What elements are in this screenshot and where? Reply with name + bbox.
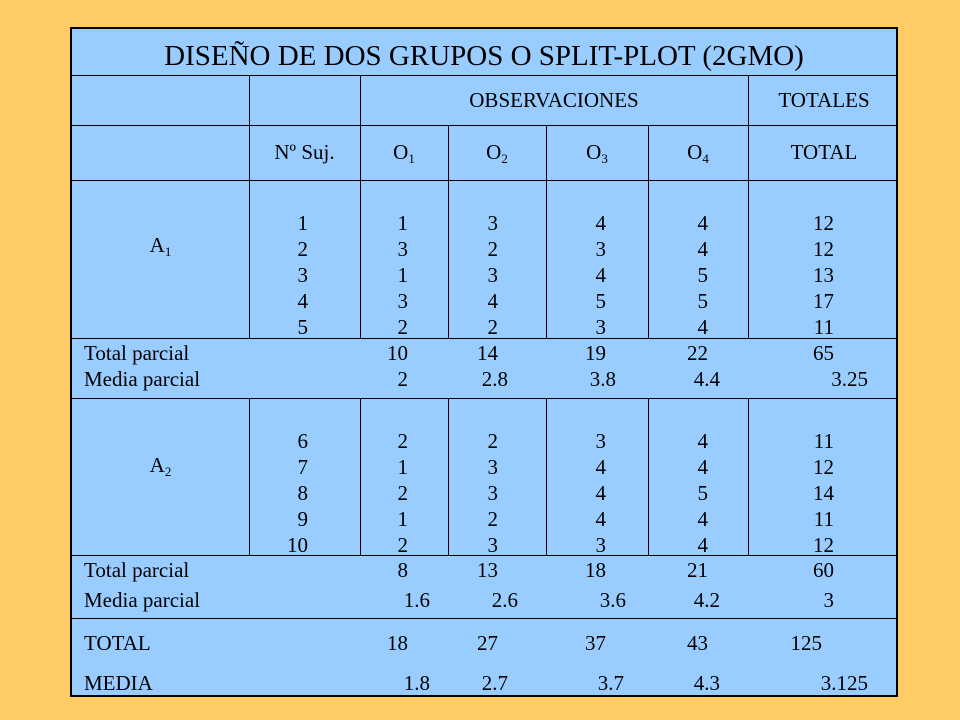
observaciones-header: OBSERVACIONES xyxy=(469,88,639,112)
group-a2-total: 11 12 14 11 12 xyxy=(813,429,834,557)
row-divider xyxy=(72,618,896,619)
row-divider xyxy=(72,180,896,181)
total-parcial-label-a2: Total parcial xyxy=(84,558,190,582)
media-parcial-o4-a2: 4.2 xyxy=(693,588,720,612)
col-divider xyxy=(546,398,547,555)
total-parcial-o2-a2: 13 xyxy=(477,558,498,582)
n-suj-header: Nº Suj. xyxy=(274,140,335,164)
media-parcial-o1-a1: 2 xyxy=(397,367,409,391)
row-divider xyxy=(72,555,896,556)
total-parcial-o4-a2: 21 xyxy=(687,558,708,582)
media-parcial-o3-a1: 3.8 xyxy=(589,367,616,391)
o1-header: O1 xyxy=(393,140,415,166)
col-divider xyxy=(249,398,250,555)
group-label-a1: A1 xyxy=(149,233,172,259)
grand-total-o1: 18 xyxy=(387,631,408,655)
o2-header: O2 xyxy=(486,140,508,166)
total-parcial-o1-a2: 8 xyxy=(397,558,409,582)
col-divider xyxy=(448,398,449,555)
grand-media-o1: 1.8 xyxy=(403,671,430,695)
media-parcial-o2-a1: 2.8 xyxy=(481,367,508,391)
row-divider xyxy=(72,338,896,339)
split-plot-table: DISEÑO DE DOS GRUPOS O SPLIT-PLOT (2GMO)… xyxy=(70,27,898,697)
total-parcial-total-a2: 60 xyxy=(813,558,834,582)
o4-header: O4 xyxy=(687,140,709,166)
col-divider xyxy=(546,125,547,338)
totales-header: TOTALES xyxy=(778,88,870,112)
grand-media-total: 3.125 xyxy=(820,671,868,695)
media-parcial-o3-a2: 3.6 xyxy=(599,588,626,612)
grand-total-total: 125 xyxy=(790,631,823,655)
grand-total-o4: 43 xyxy=(687,631,708,655)
grand-total-o2: 27 xyxy=(477,631,498,655)
media-parcial-o1-a2: 1.6 xyxy=(403,588,430,612)
group-a2-subjects: 6 7 8 9 10 xyxy=(287,429,308,557)
grand-media-o4: 4.3 xyxy=(693,671,720,695)
o3-header: O3 xyxy=(586,140,608,166)
row-divider xyxy=(72,75,896,76)
row-divider xyxy=(72,125,896,126)
grand-media-o2: 2.7 xyxy=(481,671,508,695)
media-parcial-o4-a1: 4.4 xyxy=(693,367,720,391)
col-divider xyxy=(648,398,649,555)
group-a1-total: 12 12 13 17 11 xyxy=(813,211,834,339)
table-title: DISEÑO DE DOS GRUPOS O SPLIT-PLOT (2GMO) xyxy=(164,40,804,72)
total-parcial-label-a1: Total parcial xyxy=(84,341,190,365)
group-label-a2: A2 xyxy=(149,453,172,479)
grand-total-label: TOTAL xyxy=(84,631,151,655)
media-parcial-label-a2: Media parcial xyxy=(84,588,201,612)
total-parcial-o1-a1: 10 xyxy=(387,341,408,365)
col-divider xyxy=(748,398,749,555)
col-divider xyxy=(748,75,749,338)
col-divider xyxy=(360,75,361,338)
col-divider xyxy=(648,125,649,338)
total-parcial-o3-a1: 19 xyxy=(585,341,606,365)
total-parcial-total-a1: 65 xyxy=(813,341,834,365)
col-divider xyxy=(249,75,250,338)
col-divider xyxy=(360,398,361,555)
media-parcial-total-a2: 3 xyxy=(823,588,835,612)
row-divider xyxy=(72,398,896,399)
media-parcial-o2-a2: 2.6 xyxy=(491,588,518,612)
media-parcial-label-a1: Media parcial xyxy=(84,367,201,391)
total-header: TOTAL xyxy=(790,140,858,164)
grand-total-o3: 37 xyxy=(585,631,606,655)
grand-media-o3: 3.7 xyxy=(597,671,624,695)
media-parcial-total-a1: 3.25 xyxy=(831,367,868,391)
col-divider xyxy=(448,125,449,338)
total-parcial-o4-a1: 22 xyxy=(687,341,708,365)
total-parcial-o2-a1: 14 xyxy=(477,341,498,365)
grand-media-label: MEDIA xyxy=(84,671,153,695)
total-parcial-o3-a2: 18 xyxy=(585,558,606,582)
